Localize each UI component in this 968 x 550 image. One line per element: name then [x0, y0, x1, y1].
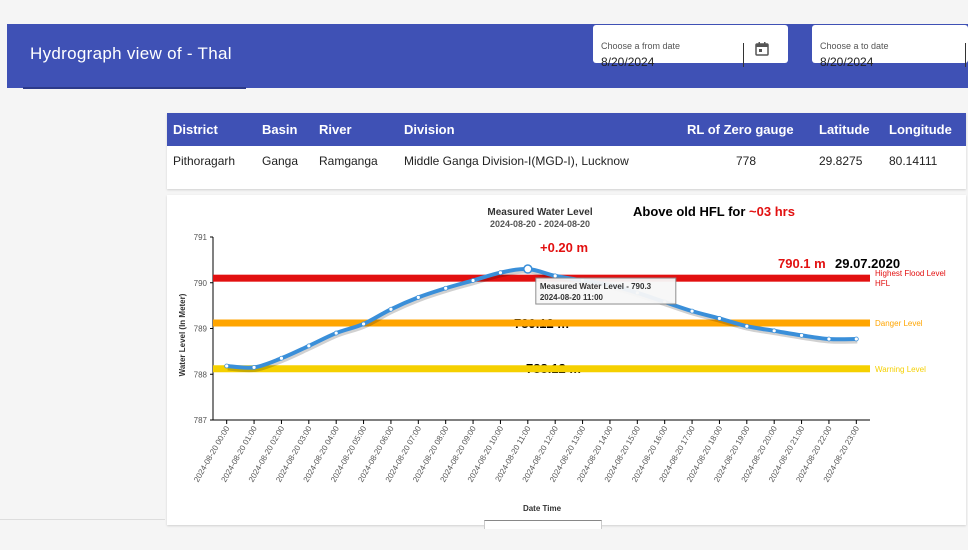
bottom-button[interactable] [484, 520, 602, 529]
above-hfl-duration: ~03 hrs [749, 204, 795, 219]
data-point [388, 306, 394, 312]
data-point [415, 294, 421, 300]
data-point [771, 328, 777, 334]
y-tick-label: 791 [194, 233, 208, 242]
reference-line-label: Highest Flood Level HFL [875, 269, 946, 288]
hfl-value-annotation: 790.1 m [778, 256, 826, 271]
above-hfl-annotation: Above old HFL for ~03 hrs [633, 204, 795, 219]
calendar-icon[interactable] [755, 42, 769, 56]
y-tick-label: 789 [194, 325, 208, 334]
y-tick-label: 787 [194, 416, 208, 425]
reference-line-label-text: Warning Level [875, 365, 926, 374]
hydrograph-card: Measured Water Level 2024-08-20 - 2024-0… [167, 195, 966, 525]
th-longitude: Longitude [889, 122, 952, 137]
td-longitude: 80.14111 [889, 154, 938, 168]
to-date-field[interactable]: Choose a to date 8/20/2024 [812, 25, 968, 69]
station-info-table: District Basin River Division RL of Zero… [167, 113, 966, 189]
page-title: Hydrograph view of - Thal [30, 44, 232, 63]
data-point [523, 264, 533, 274]
data-point [333, 330, 339, 336]
tooltip-title: Measured Water Level - 790.3 [540, 282, 652, 291]
to-date-value[interactable]: 8/20/2024 [820, 55, 874, 69]
reference-line-label: Warning Level [875, 365, 926, 374]
td-river: Ramganga [319, 154, 378, 168]
hydrograph-chart: Measured Water Level 2024-08-20 - 2024-0… [178, 204, 946, 513]
data-point [279, 355, 284, 361]
from-date-value[interactable]: 8/20/2024 [601, 55, 655, 69]
td-latitude: 29.8275 [819, 154, 863, 168]
data-point [826, 336, 832, 342]
data-point [443, 285, 449, 291]
chart-title: Measured Water Level [487, 207, 592, 218]
chart-subtitle: 2024-08-20 - 2024-08-20 [490, 219, 590, 229]
th-latitude: Latitude [819, 122, 870, 137]
y-tick-label: 788 [194, 370, 208, 379]
y-axis-label: Water Level (In Meter) [178, 293, 187, 376]
hfl-date-annotation: 29.07.2020 [835, 256, 900, 271]
rise-annotation: +0.20 m [540, 240, 588, 255]
above-hfl-prefix: Above old HFL for [633, 204, 749, 219]
data-point [498, 270, 503, 276]
data-point [251, 364, 257, 370]
tooltip-box [535, 277, 677, 305]
td-basin: Ganga [262, 154, 299, 168]
th-rl-zero-gauge: RL of Zero gauge [687, 122, 794, 137]
reference-line-label-text: Danger Level [875, 319, 923, 328]
from-date-label: Choose a from date [601, 41, 681, 51]
from-date-field[interactable]: Choose a from date 8/20/2024 [593, 25, 788, 69]
x-axis-label: Date Time [523, 504, 562, 513]
data-point [306, 343, 312, 349]
th-district: District [173, 122, 218, 137]
tooltip-time: 2024-08-20 11:00 [540, 293, 604, 302]
data-point [224, 363, 230, 369]
data-point [853, 336, 859, 342]
td-rl-zero-gauge: 778 [736, 154, 757, 168]
table-header-row: District Basin River Division RL of Zero… [167, 113, 966, 146]
data-point [799, 332, 804, 338]
th-river: River [319, 122, 352, 137]
data-point [470, 278, 476, 283]
title-underline [23, 87, 246, 89]
reference-line-danger [213, 319, 870, 327]
from-date-separator [743, 43, 744, 67]
td-district: Pithoragarh [173, 154, 236, 168]
data-point [552, 273, 558, 279]
page-header: Hydrograph view of - Thal Choose a from … [7, 24, 968, 89]
th-basin: Basin [262, 122, 298, 137]
th-division: Division [404, 122, 455, 137]
reference-line-label: Danger Level [875, 319, 923, 328]
data-point [361, 321, 366, 327]
left-divider [0, 519, 165, 520]
reference-line-label-text: HFL [875, 279, 891, 288]
data-point [717, 316, 722, 321]
td-division: Middle Ganga Division-I(MGD-I), Lucknow [404, 154, 629, 168]
y-tick-label: 790 [194, 279, 208, 288]
to-date-separator [965, 43, 966, 67]
data-point [689, 308, 695, 314]
data-point [744, 323, 750, 329]
reference-line-warning [213, 365, 870, 373]
to-date-label: Choose a to date [820, 41, 889, 51]
reference-line-label-text: Highest Flood Level [875, 269, 946, 278]
